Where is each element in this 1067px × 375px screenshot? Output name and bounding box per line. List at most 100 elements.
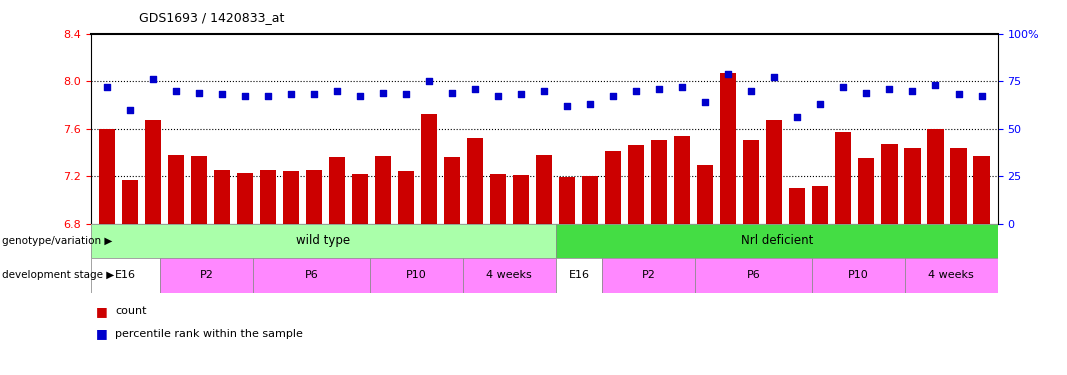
Point (398, 92, 415, 98)
Text: P6: P6 (747, 270, 761, 280)
Bar (697, 165, 714, 224)
Text: GDS1693 / 1420833_at: GDS1693 / 1420833_at (139, 11, 284, 24)
Text: wild type: wild type (297, 234, 350, 247)
Bar (556, 224, 998, 258)
Point (305, 92, 322, 98)
Bar (122, 180, 138, 224)
Bar (556, 258, 602, 292)
Bar (91, 224, 556, 258)
Text: P6: P6 (305, 270, 318, 280)
Point (536, 88, 553, 94)
Point (213, 92, 230, 98)
Bar (602, 258, 696, 292)
Point (351, 93, 368, 99)
Point (605, 93, 622, 99)
Text: 4 weeks: 4 weeks (928, 270, 974, 280)
Bar (213, 170, 230, 224)
Text: development stage ▶: development stage ▶ (2, 270, 114, 280)
Bar (674, 136, 690, 224)
Bar (444, 157, 460, 224)
Point (627, 88, 644, 94)
Bar (720, 73, 736, 224)
Bar (835, 132, 851, 224)
Point (673, 84, 690, 90)
Point (122, 106, 139, 112)
Bar (237, 172, 253, 224)
Point (881, 86, 898, 92)
Point (973, 93, 990, 99)
Bar (260, 170, 276, 224)
Point (651, 86, 668, 92)
Bar (145, 120, 161, 224)
Bar (905, 258, 998, 292)
Point (420, 78, 437, 84)
Bar (306, 170, 322, 224)
Bar (858, 158, 875, 224)
Bar (881, 144, 897, 224)
Point (720, 70, 737, 76)
Point (834, 84, 851, 90)
Point (168, 88, 185, 94)
Text: percentile rank within the sample: percentile rank within the sample (115, 329, 303, 339)
Bar (329, 157, 345, 224)
Bar (160, 258, 254, 292)
Bar (463, 258, 556, 292)
Bar (766, 120, 782, 224)
Point (259, 93, 276, 99)
Point (512, 92, 529, 98)
Bar (254, 258, 370, 292)
Bar (905, 148, 921, 224)
Bar (536, 155, 553, 224)
Text: ■: ■ (96, 305, 108, 318)
Bar (927, 129, 943, 224)
Bar (651, 141, 667, 224)
Text: genotype/variation ▶: genotype/variation ▶ (2, 236, 112, 246)
Bar (973, 156, 989, 224)
Point (444, 90, 461, 96)
Bar (283, 171, 299, 224)
Point (237, 93, 254, 99)
Text: count: count (115, 306, 147, 316)
Point (904, 88, 921, 94)
Text: P10: P10 (848, 270, 869, 280)
Text: P2: P2 (642, 270, 656, 280)
Point (190, 90, 207, 96)
Text: Nrl deficient: Nrl deficient (740, 234, 813, 247)
Bar (467, 138, 483, 224)
Bar (513, 175, 529, 223)
Text: E16: E16 (115, 270, 137, 280)
Bar (605, 151, 621, 224)
Point (927, 82, 944, 88)
Bar (375, 156, 392, 224)
Bar (812, 258, 905, 292)
Bar (559, 177, 575, 224)
Bar (99, 129, 115, 224)
Bar (490, 174, 506, 223)
Point (766, 74, 783, 80)
Point (283, 92, 300, 98)
Point (950, 92, 967, 98)
Bar (168, 155, 184, 224)
Text: ■: ■ (96, 327, 108, 340)
Point (697, 99, 714, 105)
Bar (370, 258, 463, 292)
Bar (812, 186, 828, 224)
Point (375, 90, 392, 96)
Point (789, 114, 806, 120)
Bar (583, 176, 599, 224)
Text: 4 weeks: 4 weeks (487, 270, 532, 280)
Bar (421, 114, 437, 224)
Bar (398, 171, 414, 224)
Point (812, 101, 829, 107)
Text: E16: E16 (569, 270, 590, 280)
Point (582, 101, 599, 107)
Point (559, 103, 576, 109)
Bar (628, 145, 644, 224)
Point (329, 88, 346, 94)
Text: P10: P10 (405, 270, 427, 280)
Bar (696, 258, 812, 292)
Text: P2: P2 (200, 270, 213, 280)
Point (98, 84, 115, 90)
Point (466, 86, 483, 92)
Bar (191, 156, 207, 224)
